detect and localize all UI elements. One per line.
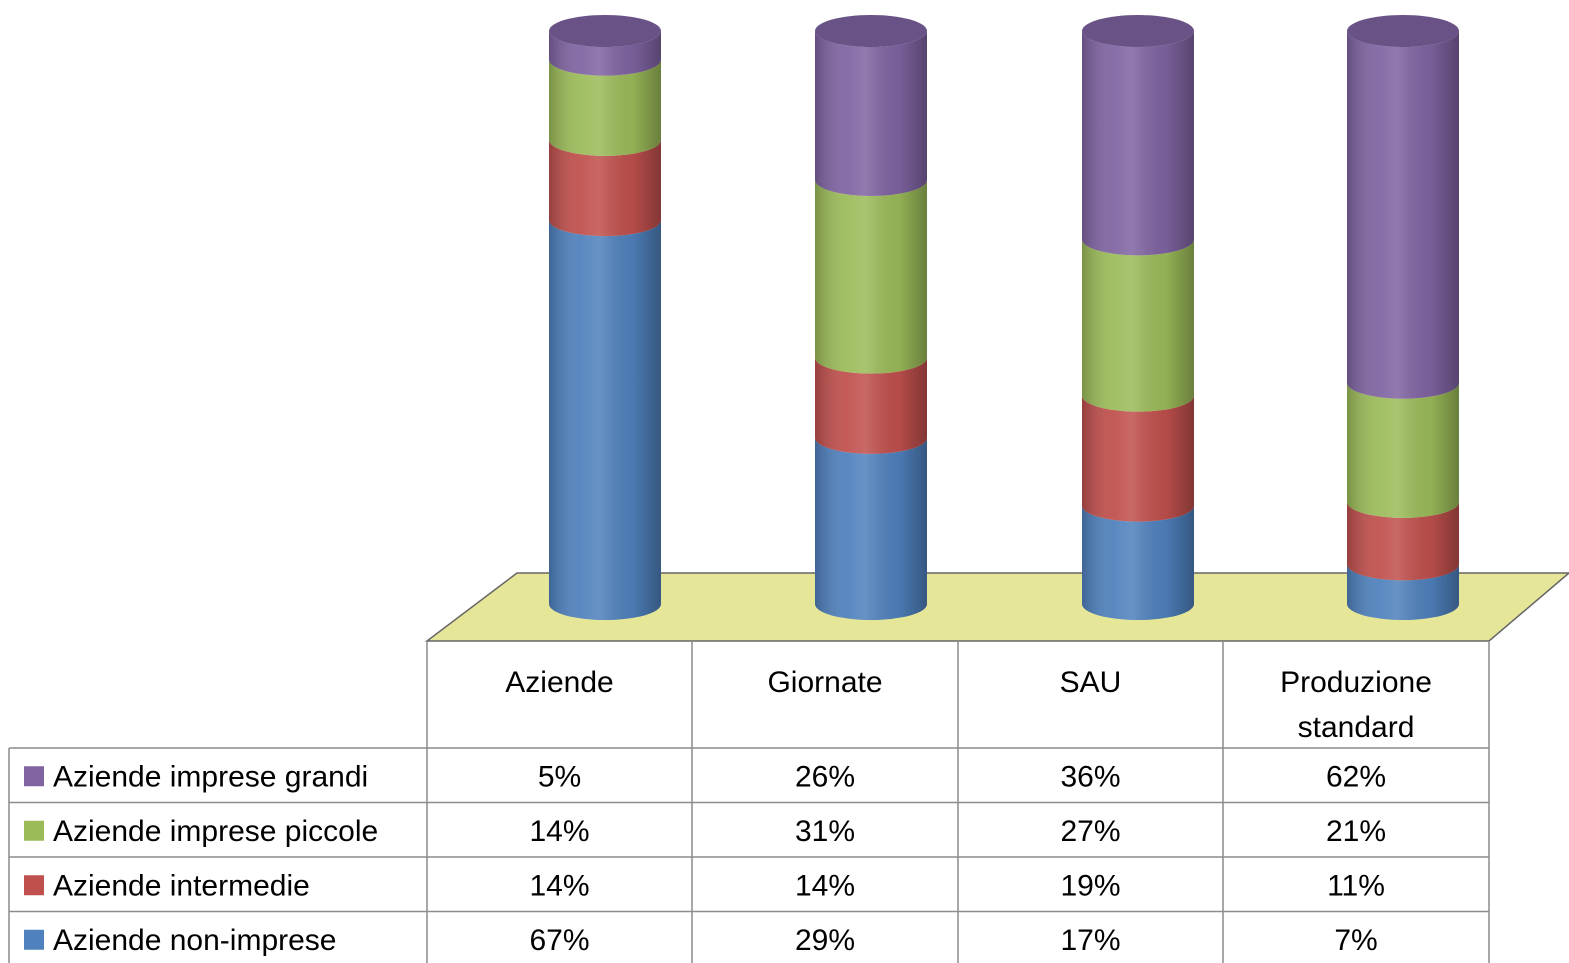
bar-top-cap	[815, 15, 927, 47]
data-table-cell: 5%	[538, 760, 581, 793]
data-table-cell: 29%	[795, 924, 855, 957]
data-table-cell: 7%	[1334, 924, 1377, 957]
bar-segment-shading	[815, 179, 927, 374]
data-table-cell: 31%	[795, 815, 855, 848]
legend-swatch	[24, 875, 44, 896]
data-table-cell: 19%	[1060, 869, 1120, 902]
bar-segment-shading	[549, 220, 661, 620]
legend-swatch	[24, 820, 44, 841]
bar-segment-shading	[1347, 382, 1459, 518]
bar-segment-shading	[815, 31, 927, 196]
data-table-cell: 17%	[1060, 924, 1120, 957]
bar-segment-shading	[815, 357, 927, 454]
data-table-cell: 14%	[795, 869, 855, 902]
data-table: Aziende Giornate SAU Produzione standard Azie…	[8, 641, 1490, 963]
bar-top-cap	[549, 15, 661, 47]
bar-segment-shading	[549, 139, 661, 237]
category-label: Giornate	[767, 666, 882, 699]
legend-label: Aziende intermedie	[53, 869, 310, 902]
bar-segment-shading	[1347, 31, 1459, 399]
bar-segment-shading	[1347, 501, 1459, 581]
bar-segment-shading	[549, 59, 661, 156]
category-label: standard	[1298, 711, 1415, 744]
category-label: Aziende	[505, 666, 613, 699]
bar-segment-shading	[549, 31, 661, 76]
bar-segment-shading	[815, 437, 927, 620]
bar-segment-shading	[1082, 395, 1194, 522]
data-table-cell: 26%	[795, 760, 855, 793]
bar-top-cap	[1082, 15, 1194, 47]
data-table-cell: 21%	[1326, 815, 1386, 848]
legend-label: Aziende non-imprese	[53, 924, 337, 957]
bar-top-cap	[1347, 15, 1459, 47]
data-table-cell: 14%	[529, 869, 589, 902]
category-label: SAU	[1060, 666, 1122, 699]
data-table-cell: 62%	[1326, 760, 1386, 793]
data-table-cell: 14%	[529, 815, 589, 848]
data-table-cell: 11%	[1327, 869, 1385, 902]
bar-segment-shading	[1082, 505, 1194, 620]
bar-segment-shading	[1082, 239, 1194, 412]
legend-label: Aziende imprese grandi	[53, 760, 368, 793]
cylinder-bars	[549, 15, 1459, 620]
data-table-cell: 27%	[1060, 815, 1120, 848]
category-label: Produzione	[1280, 666, 1432, 699]
legend-swatch	[24, 929, 44, 950]
legend-swatch	[24, 766, 44, 787]
legend-label: Aziende imprese piccole	[53, 815, 378, 848]
chart-floor	[424, 572, 1569, 642]
data-table-cell: 36%	[1060, 760, 1120, 793]
bar-segment-shading	[1082, 31, 1194, 256]
bar-segment-shading	[1347, 564, 1459, 620]
data-table-cell: 67%	[529, 924, 589, 957]
